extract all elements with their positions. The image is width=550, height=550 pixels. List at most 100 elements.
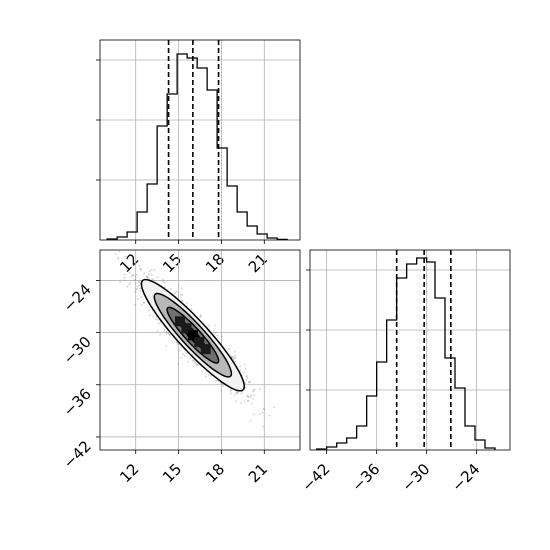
scatter-point (236, 391, 239, 394)
scatter-point (259, 412, 261, 415)
scatter-point (234, 393, 236, 396)
scatter-point (253, 394, 256, 397)
scatter-point (164, 286, 166, 288)
scatter-point (214, 324, 216, 327)
scatter-point (187, 360, 189, 363)
scatter-point (175, 341, 178, 343)
scatter-point (249, 419, 252, 422)
scatter-point (235, 391, 238, 394)
scatter-point (207, 374, 210, 377)
scatter-point (123, 276, 126, 279)
scatter-point (151, 274, 153, 276)
scatter-point (229, 389, 232, 392)
scatter-point (247, 396, 250, 399)
histogram-y-steps (316, 257, 496, 450)
y-tick-label: −24 (60, 281, 95, 316)
density-2d-panel: 12 15 18 21 −24 −30 −36 −42 (60, 249, 301, 486)
scatter-point (128, 283, 131, 286)
scatter-point (253, 388, 256, 391)
scatter-point (180, 287, 183, 290)
scatter-point (167, 332, 170, 335)
scatter-point (169, 287, 172, 290)
scatter-point (252, 398, 255, 400)
scatter-point (190, 308, 193, 310)
scatter-point (152, 315, 155, 318)
scatter-point (138, 280, 141, 283)
scatter-point (263, 408, 266, 411)
scatter-point (245, 378, 248, 381)
scatter-point (249, 380, 251, 383)
scatter-point (214, 331, 217, 334)
scatter-point (123, 279, 126, 281)
scatter-point (146, 276, 149, 279)
x-tick-label: −42 (298, 460, 333, 495)
x-tick-label: −30 (398, 460, 433, 495)
scatter-point (168, 333, 171, 336)
scatter-point (124, 255, 127, 258)
scatter-point (130, 275, 133, 278)
x-tick-label: 18 (202, 460, 228, 486)
scatter-point (168, 334, 171, 337)
grid-lines (100, 40, 300, 240)
scatter-point (162, 278, 164, 281)
scatter-point (195, 362, 198, 365)
scatter-point (175, 290, 178, 293)
scatter-point (118, 250, 121, 253)
x-tick-label: 15 (159, 250, 185, 276)
scatter-point (117, 257, 120, 260)
ticks: −42 −36 −30 −24 (298, 269, 483, 495)
scatter-point (138, 267, 141, 270)
scatter-point (181, 299, 184, 302)
histogram-x-panel: 12 15 18 21 (96, 39, 301, 276)
scatter-point (240, 392, 243, 395)
scatter-point (216, 334, 219, 337)
scatter-point (176, 342, 179, 344)
scatter-point (234, 356, 237, 359)
scatter-point (179, 293, 182, 296)
scatter-point (201, 370, 204, 373)
axes-frame (99, 249, 301, 451)
scatter-point (234, 354, 237, 357)
scatter-point (252, 390, 255, 393)
scatter-point (148, 309, 151, 311)
scatter-point (200, 315, 202, 318)
scatter-point (180, 356, 183, 359)
scatter-point (246, 376, 249, 379)
scatter-point (163, 281, 166, 284)
scatter-point (232, 357, 234, 360)
scatter-point (140, 303, 143, 306)
x-tick-label: 21 (245, 460, 271, 486)
scatter-point (152, 278, 155, 281)
scatter-point (149, 314, 152, 317)
scatter-point (193, 362, 196, 365)
scatter-point (242, 371, 245, 374)
scatter-point (156, 330, 159, 332)
quantile-lines (167, 40, 220, 240)
scatter-point (246, 394, 249, 397)
axes-frame (309, 249, 511, 451)
scatter-point (161, 280, 164, 283)
scatter-point (137, 281, 140, 284)
density-core-cell (181, 323, 192, 334)
scatter-point (261, 425, 264, 428)
scatter-point (192, 359, 195, 361)
scatter-point (129, 282, 132, 284)
scatter-point (140, 269, 142, 271)
scatter-point (142, 301, 145, 304)
scatter-point (228, 348, 230, 350)
scatter-point (208, 325, 211, 328)
scatter-point (262, 408, 265, 410)
scatter-point (147, 273, 150, 275)
scatter-point (181, 353, 184, 355)
scatter-point (220, 341, 223, 344)
scatter-point (173, 292, 176, 295)
scatter-point (125, 268, 128, 270)
scatter-point (243, 400, 245, 403)
scatter-point (222, 385, 224, 388)
density-core-cell (200, 344, 211, 355)
x-tick-label: 15 (159, 460, 185, 486)
quantile-lines (395, 250, 452, 450)
scatter-point (247, 400, 249, 403)
scatter-point (131, 274, 134, 277)
scatter-point (156, 276, 159, 279)
